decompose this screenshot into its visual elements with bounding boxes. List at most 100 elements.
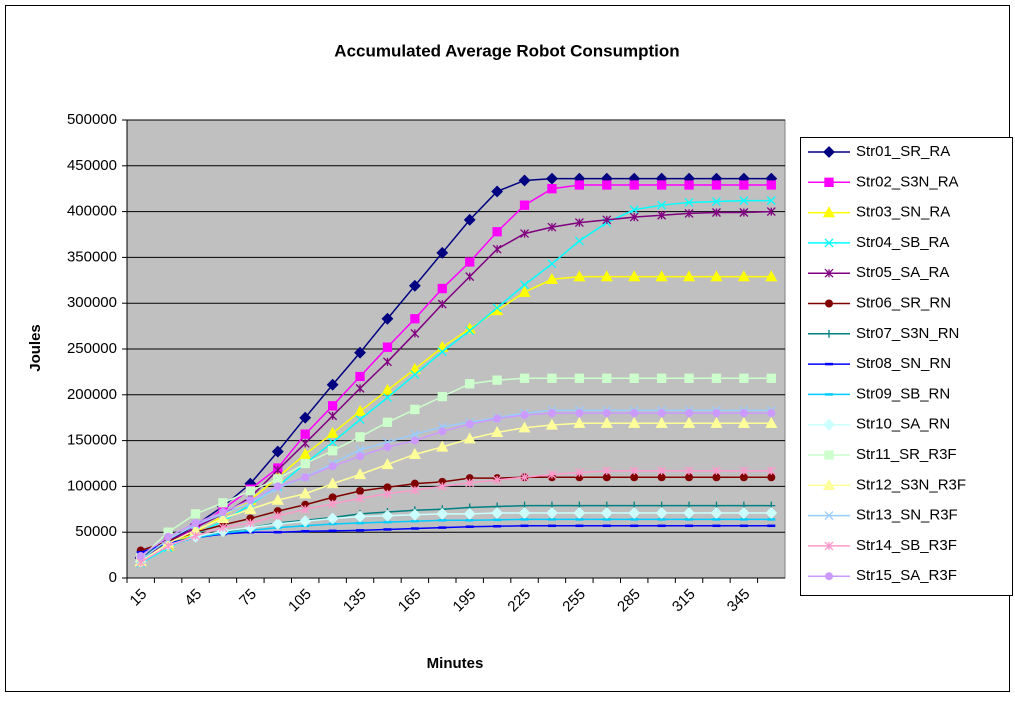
legend-label: Str03_SN_RA	[856, 204, 950, 221]
marker	[710, 270, 723, 282]
marker	[765, 270, 778, 282]
marker	[824, 268, 834, 278]
marker	[244, 502, 257, 514]
marker	[408, 448, 421, 459]
marker	[711, 466, 721, 476]
series-line	[140, 422, 772, 563]
marker	[712, 473, 721, 482]
marker	[518, 421, 531, 433]
marker	[547, 222, 557, 232]
marker	[711, 208, 721, 217]
y-tick-label: 350000	[67, 248, 117, 265]
marker	[766, 207, 776, 217]
marker	[410, 404, 420, 415]
marker	[492, 475, 502, 485]
legend-label: Str05_SA_RA	[856, 264, 949, 281]
series-line	[140, 412, 772, 557]
marker	[381, 383, 394, 395]
marker	[328, 437, 338, 447]
marker	[271, 493, 284, 505]
marker	[246, 496, 255, 505]
marker	[163, 541, 173, 551]
legend-label: Str02_S3N_RA	[856, 173, 959, 190]
marker	[328, 411, 338, 421]
marker	[739, 196, 749, 206]
legend-label: Str09_SB_RN	[856, 385, 950, 402]
marker	[684, 208, 694, 218]
marker	[216, 512, 230, 524]
marker	[381, 312, 394, 325]
marker	[492, 244, 502, 254]
marker	[628, 270, 641, 282]
marker	[573, 416, 586, 428]
marker	[245, 486, 256, 496]
marker	[356, 486, 365, 495]
marker	[629, 373, 639, 383]
marker	[655, 416, 668, 428]
marker	[381, 509, 394, 522]
marker	[823, 418, 835, 431]
marker	[739, 409, 748, 418]
marker	[629, 205, 639, 215]
marker	[410, 370, 420, 380]
legend-label: Str12_S3N_R3F	[856, 476, 966, 493]
marker	[300, 429, 310, 439]
legend-label: Str01_SR_RA	[856, 143, 950, 160]
marker	[737, 507, 750, 519]
marker	[712, 409, 721, 418]
marker	[300, 438, 310, 448]
marker	[683, 507, 695, 519]
marker	[520, 472, 530, 482]
marker	[410, 485, 420, 495]
marker	[326, 378, 339, 391]
marker	[218, 508, 227, 517]
marker	[410, 429, 420, 439]
marker	[766, 196, 776, 206]
marker	[382, 393, 392, 403]
marker	[136, 552, 145, 561]
marker	[437, 347, 447, 357]
marker	[629, 180, 639, 190]
marker	[822, 478, 836, 490]
marker	[218, 498, 228, 508]
marker	[767, 473, 776, 482]
legend-label: Str10_SA_RN	[856, 416, 950, 433]
marker	[465, 272, 475, 282]
marker	[437, 283, 447, 294]
marker	[492, 227, 502, 237]
marker	[382, 489, 392, 499]
marker	[492, 303, 502, 313]
marker	[737, 416, 750, 428]
marker	[356, 452, 365, 461]
marker	[682, 416, 696, 428]
marker	[353, 404, 367, 416]
legend-label: Str14_SB_R3F	[856, 537, 957, 554]
marker	[825, 329, 833, 338]
marker	[684, 373, 694, 383]
marker	[410, 479, 419, 488]
marker	[574, 218, 584, 228]
legend-label: Str08_SN_RN	[856, 355, 951, 372]
marker	[711, 373, 722, 383]
marker	[355, 415, 365, 424]
marker	[655, 507, 668, 519]
marker	[408, 279, 421, 292]
marker	[824, 511, 834, 521]
marker	[491, 507, 504, 519]
marker	[326, 512, 339, 525]
marker	[822, 206, 836, 218]
marker	[383, 443, 392, 452]
marker	[765, 507, 778, 519]
marker	[465, 379, 475, 389]
marker	[354, 346, 366, 359]
marker	[328, 462, 337, 471]
marker	[355, 493, 365, 503]
y-tick-label: 150000	[67, 432, 117, 449]
marker	[438, 427, 447, 436]
marker	[685, 409, 694, 418]
marker	[766, 373, 776, 383]
marker	[546, 172, 558, 185]
y-tick-label: 50000	[75, 523, 117, 540]
y-tick-label: 0	[109, 569, 117, 586]
